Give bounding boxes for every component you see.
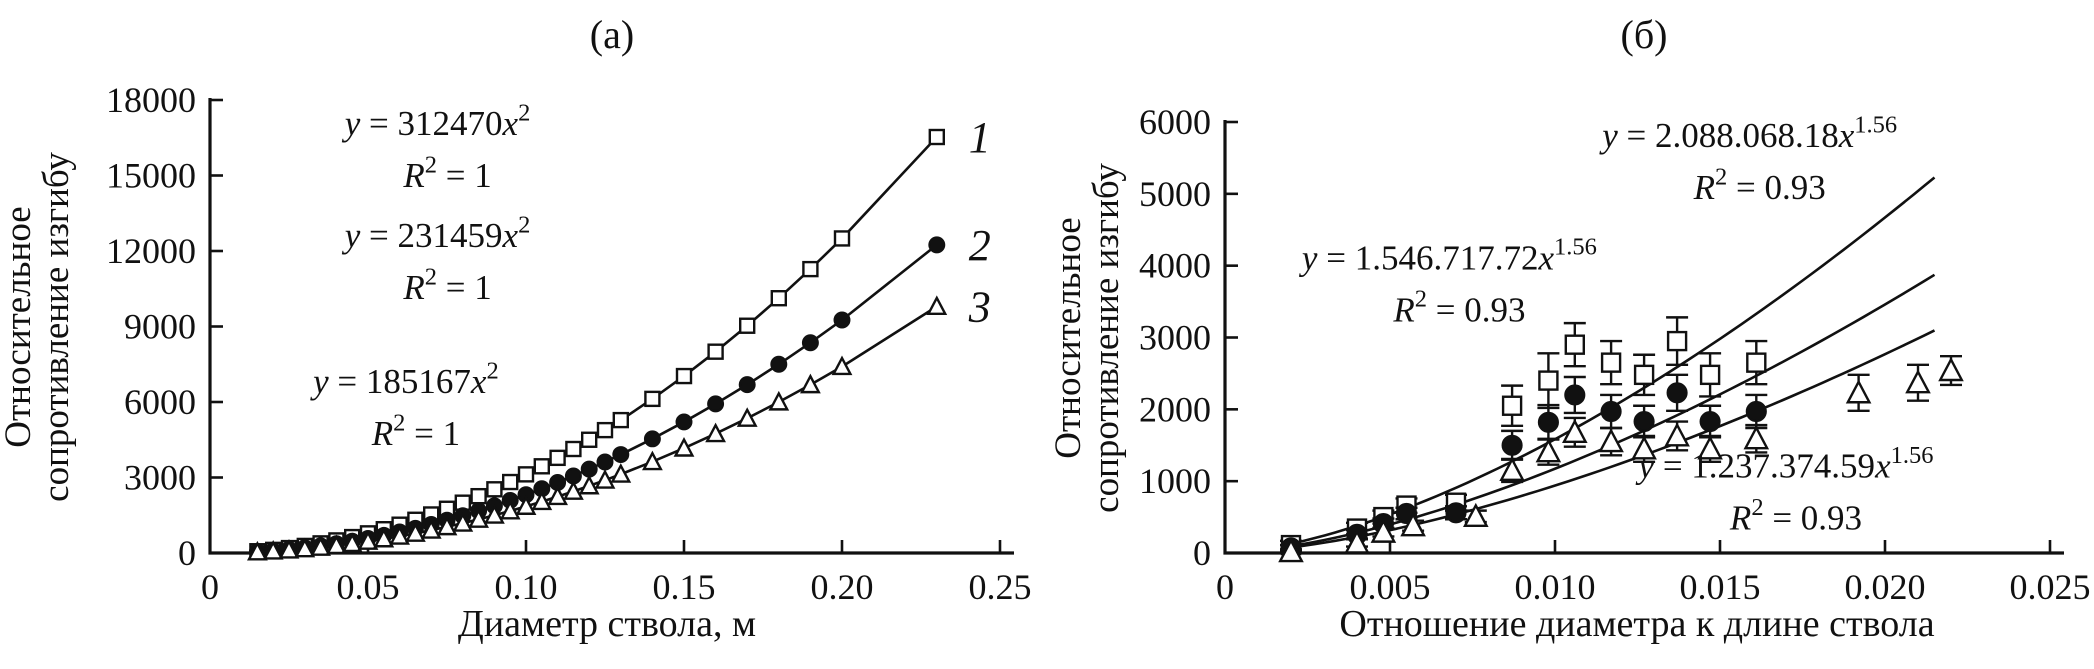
panel-b-axes: 0 1000 2000 3000 4000 5000 6000 0 0.005 0.010 0.01… <box>1139 102 2091 607</box>
panel-a-ytick: 9000 <box>124 307 196 347</box>
svg-text:y = 1.546.717.72x1.56: y = 1.546.717.72x1.56 <box>1299 234 1597 278</box>
panel-b-ytick: 3000 <box>1139 318 1211 358</box>
panel-a-plot: 0 3000 6000 9000 12000 15000 18000 0 0.05 0.10 0.1… <box>106 80 1032 607</box>
panel-a-equation-3: y = 185167x2 R2 = 1 <box>310 357 499 453</box>
panel-a-ytick: 6000 <box>124 382 196 422</box>
panel-b-title: (б) <box>1621 12 1668 57</box>
svg-text:y = 2.088.068.18x1.56: y = 2.088.068.18x1.56 <box>1599 111 1897 155</box>
panel-b-ytick: 6000 <box>1139 102 1211 142</box>
panel-b-ytick: 0 <box>1193 533 1211 573</box>
panel-a-xtick: 0.20 <box>811 567 874 607</box>
series-2-end-label: 2 <box>969 221 991 270</box>
panel-b-ytick: 2000 <box>1139 389 1211 429</box>
svg-text:R2 = 0.93: R2 = 0.93 <box>1693 163 1826 207</box>
panel-b-xtick: 0.015 <box>1680 567 1761 607</box>
panel-b-ylabel-line1: Относительное <box>1048 217 1089 458</box>
panel-b-xtick: 0.020 <box>1845 567 1926 607</box>
svg-text:R2 = 0.93: R2 = 0.93 <box>1729 494 1862 538</box>
panel-a-xtick: 0.25 <box>969 567 1032 607</box>
panel-a-ylabel-line2: сопротивление изгибу <box>36 152 77 502</box>
panel-a-equation-2: y = 231459x2 R2 = 1 <box>342 212 531 308</box>
panel-a-title: (а) <box>590 12 634 57</box>
panel-a-xtick: 0.05 <box>337 567 400 607</box>
svg-text:R2 = 0.93: R2 = 0.93 <box>1392 286 1525 330</box>
panel-b-xtick: 0.010 <box>1515 567 1596 607</box>
panel-b-equation-3: y = 1.237.374.59x1.56 R2 = 0.93 <box>1636 442 1934 538</box>
panel-a-series-3: 3 <box>247 282 991 561</box>
svg-text:y = 185167x2: y = 185167x2 <box>310 357 499 401</box>
panel-b-equation-2: y = 1.546.717.72x1.56 R2 = 0.93 <box>1299 234 1597 330</box>
panel-a-ylabel-line1: Относительное <box>0 206 39 447</box>
series-1-end-label: 1 <box>969 113 991 162</box>
svg-text:y = 1.237.374.59x1.56: y = 1.237.374.59x1.56 <box>1636 442 1934 486</box>
panel-a-ytick: 15000 <box>106 156 196 196</box>
panel-b-xlabel: Отношение диаметра к длине ствола <box>1339 603 1934 645</box>
panel-b-xtick: 0.005 <box>1350 567 1431 607</box>
panel-b-ytick: 5000 <box>1139 174 1211 214</box>
panel-b-xtick: 0 <box>1216 567 1234 607</box>
panel-b-plot: 0 1000 2000 3000 4000 5000 6000 0 0.005 0.010 0.01… <box>1139 102 2091 607</box>
panel-a-ytick: 3000 <box>124 458 196 498</box>
svg-text:R2 = 1: R2 = 1 <box>402 152 491 196</box>
svg-text:R2 = 1: R2 = 1 <box>371 409 460 453</box>
panel-a-ytick: 18000 <box>106 80 196 120</box>
panel-b-ylabel-line2: сопротивление изгибу <box>1086 163 1127 513</box>
panel-a-xtick: 0.10 <box>495 567 558 607</box>
svg-text:y = 231459x2: y = 231459x2 <box>342 212 531 256</box>
panel-b-series-triangles <box>1278 354 1964 563</box>
panel-b-equation-1: y = 2.088.068.18x1.56 R2 = 0.93 <box>1599 111 1897 207</box>
svg-text:R2 = 1: R2 = 1 <box>402 264 491 308</box>
panel-b-xtick: 0.025 <box>2010 567 2091 607</box>
series-3-end-label: 3 <box>968 282 991 331</box>
panel-a-series-1: 1 <box>249 113 991 560</box>
panel-b-ytick: 1000 <box>1139 461 1211 501</box>
panel-a-xtick: 0 <box>201 567 219 607</box>
svg-text:y = 312470x2: y = 312470x2 <box>342 100 531 144</box>
panel-a-xtick: 0.15 <box>653 567 716 607</box>
panel-a-axes: 0 3000 6000 9000 12000 15000 18000 0 0.05 0.10 0.1… <box>106 80 1032 607</box>
panel-a-xlabel: Диаметр ствола, м <box>458 603 756 645</box>
panel-a-equation-1: y = 312470x2 R2 = 1 <box>342 100 531 196</box>
panel-a-ytick: 12000 <box>106 231 196 271</box>
panel-a-ytick: 0 <box>178 533 196 573</box>
panel-b-ytick: 4000 <box>1139 246 1211 286</box>
